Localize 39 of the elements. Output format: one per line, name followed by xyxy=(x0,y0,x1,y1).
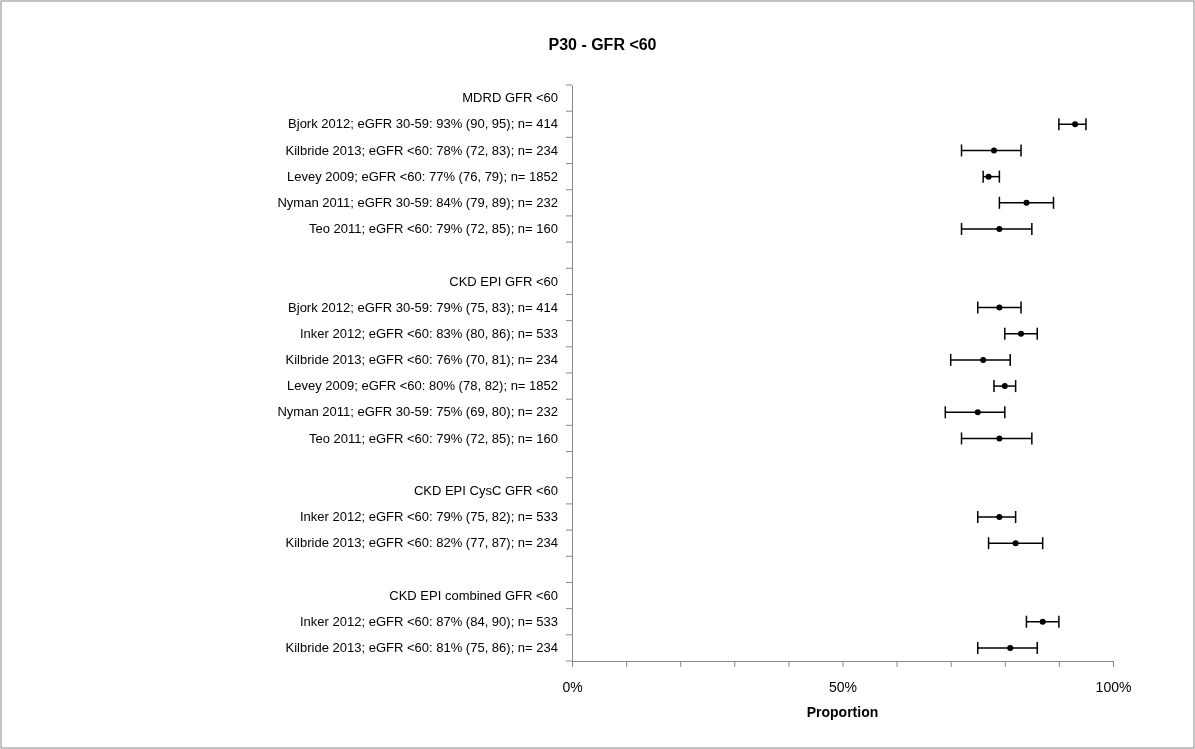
y-tick-label: Kilbride 2013; eGFR <60: 82% (77, 87); n= 234 xyxy=(285,535,558,551)
point xyxy=(980,356,987,363)
y-tick-label: Bjork 2012; eGFR 30-59: 79% (75, 83); n= 414 xyxy=(288,299,558,315)
point xyxy=(1001,383,1008,390)
chart-title: P30 - GFR <60 xyxy=(548,36,657,53)
point xyxy=(996,304,1003,311)
point xyxy=(1023,199,1030,206)
y-tick-label: Kilbride 2013; eGFR <60: 76% (70, 81); n= 234 xyxy=(285,352,558,368)
y-tick-label: Bjork 2012; eGFR 30-59: 93% (90, 95); n= 414 xyxy=(288,116,558,132)
y-tick-label: Kilbride 2013; eGFR <60: 81% (75, 86); n= 234 xyxy=(285,640,558,656)
x-tick-label: 50% xyxy=(828,679,858,696)
y-tick-label: Nyman 2011; eGFR 30-59: 84% (79, 89); n= 232 xyxy=(277,194,558,210)
y-tick-label: MDRD GFR <60 xyxy=(462,90,558,106)
y-tick-label: CKD EPI GFR <60 xyxy=(449,273,558,289)
y-tick-label: Inker 2012; eGFR <60: 83% (80, 86); n= 533 xyxy=(300,325,558,341)
point xyxy=(996,226,1003,232)
y-tick-label: Teo 2011; eGFR <60: 79% (72, 85); n= 160 xyxy=(308,221,558,237)
y-tick-label: Levey 2009; eGFR <60: 80% (78, 82); n= 1852 xyxy=(286,378,558,394)
point xyxy=(1018,330,1025,337)
point xyxy=(1012,540,1019,547)
y-tick-label: Nyman 2011; eGFR 30-59: 75% (69, 80); n= 232 xyxy=(277,404,558,420)
y-tick-label: Kilbride 2013; eGFR <60: 78% (72, 83); n= 234 xyxy=(285,142,558,158)
point xyxy=(996,514,1003,520)
y-tick-label: Teo 2011; eGFR <60: 79% (72, 85); n= 160 xyxy=(308,430,558,446)
x-axis-title: Proportion xyxy=(806,704,879,720)
point xyxy=(974,409,981,416)
point xyxy=(985,173,992,180)
x-tick-label: 0% xyxy=(562,679,583,696)
x-tick-label: 100% xyxy=(1095,679,1132,696)
y-tick-label: Inker 2012; eGFR <60: 79% (75, 82); n= 533 xyxy=(300,509,558,525)
y-tick-label: Inker 2012; eGFR <60: 87% (84, 90); n= 533 xyxy=(300,613,558,629)
point xyxy=(1007,644,1014,651)
y-tick-label: Levey 2009; eGFR <60: 77% (76, 79); n= 1852 xyxy=(286,168,558,184)
point xyxy=(1039,618,1046,625)
point xyxy=(1072,121,1079,128)
y-tick-label: CKD EPI CysC GFR <60 xyxy=(413,482,558,498)
point xyxy=(990,147,997,154)
point xyxy=(996,435,1003,442)
y-tick-label: CKD EPI combined GFR <60 xyxy=(389,587,558,603)
